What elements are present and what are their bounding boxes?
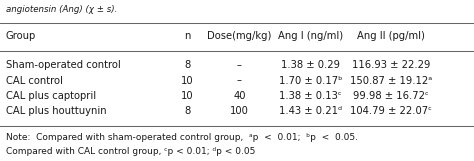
Text: Dose(mg/kg): Dose(mg/kg): [207, 31, 272, 41]
Text: 1.43 ± 0.21ᵈ: 1.43 ± 0.21ᵈ: [279, 106, 342, 116]
Text: Note:  Compared with sham-operated control group,  ᵃp  <  0.01;  ᵇp  <  0.05.: Note: Compared with sham-operated contro…: [6, 133, 358, 142]
Text: 10: 10: [181, 91, 193, 101]
Text: Ang I (ng/ml): Ang I (ng/ml): [278, 31, 343, 41]
Text: 104.79 ± 22.07ᶜ: 104.79 ± 22.07ᶜ: [350, 106, 432, 116]
Text: 1.38 ± 0.13ᶜ: 1.38 ± 0.13ᶜ: [279, 91, 342, 101]
Text: 116.93 ± 22.29: 116.93 ± 22.29: [352, 60, 430, 70]
Text: angiotensin (Ang) (χ ± s).: angiotensin (Ang) (χ ± s).: [6, 5, 117, 14]
Text: CAL plus houttuynin: CAL plus houttuynin: [6, 106, 106, 116]
Text: 1.70 ± 0.17ᵇ: 1.70 ± 0.17ᵇ: [279, 76, 342, 85]
Text: 8: 8: [184, 106, 191, 116]
Text: n: n: [184, 31, 191, 41]
Text: 8: 8: [184, 60, 191, 70]
Text: –: –: [237, 76, 242, 85]
Text: 40: 40: [233, 91, 246, 101]
Text: Ang II (pg/ml): Ang II (pg/ml): [357, 31, 425, 41]
Text: –: –: [237, 60, 242, 70]
Text: Compared with CAL control group, ᶜp < 0.01; ᵈp < 0.05: Compared with CAL control group, ᶜp < 0.…: [6, 147, 255, 156]
Text: CAL control: CAL control: [6, 76, 63, 85]
Text: 1.38 ± 0.29: 1.38 ± 0.29: [281, 60, 340, 70]
Text: Sham-operated control: Sham-operated control: [6, 60, 120, 70]
Text: 99.98 ± 16.72ᶜ: 99.98 ± 16.72ᶜ: [353, 91, 429, 101]
Text: 100: 100: [230, 106, 249, 116]
Text: 150.87 ± 19.12ᵃ: 150.87 ± 19.12ᵃ: [350, 76, 432, 85]
Text: Group: Group: [6, 31, 36, 41]
Text: CAL plus captopril: CAL plus captopril: [6, 91, 96, 101]
Text: 10: 10: [181, 76, 193, 85]
